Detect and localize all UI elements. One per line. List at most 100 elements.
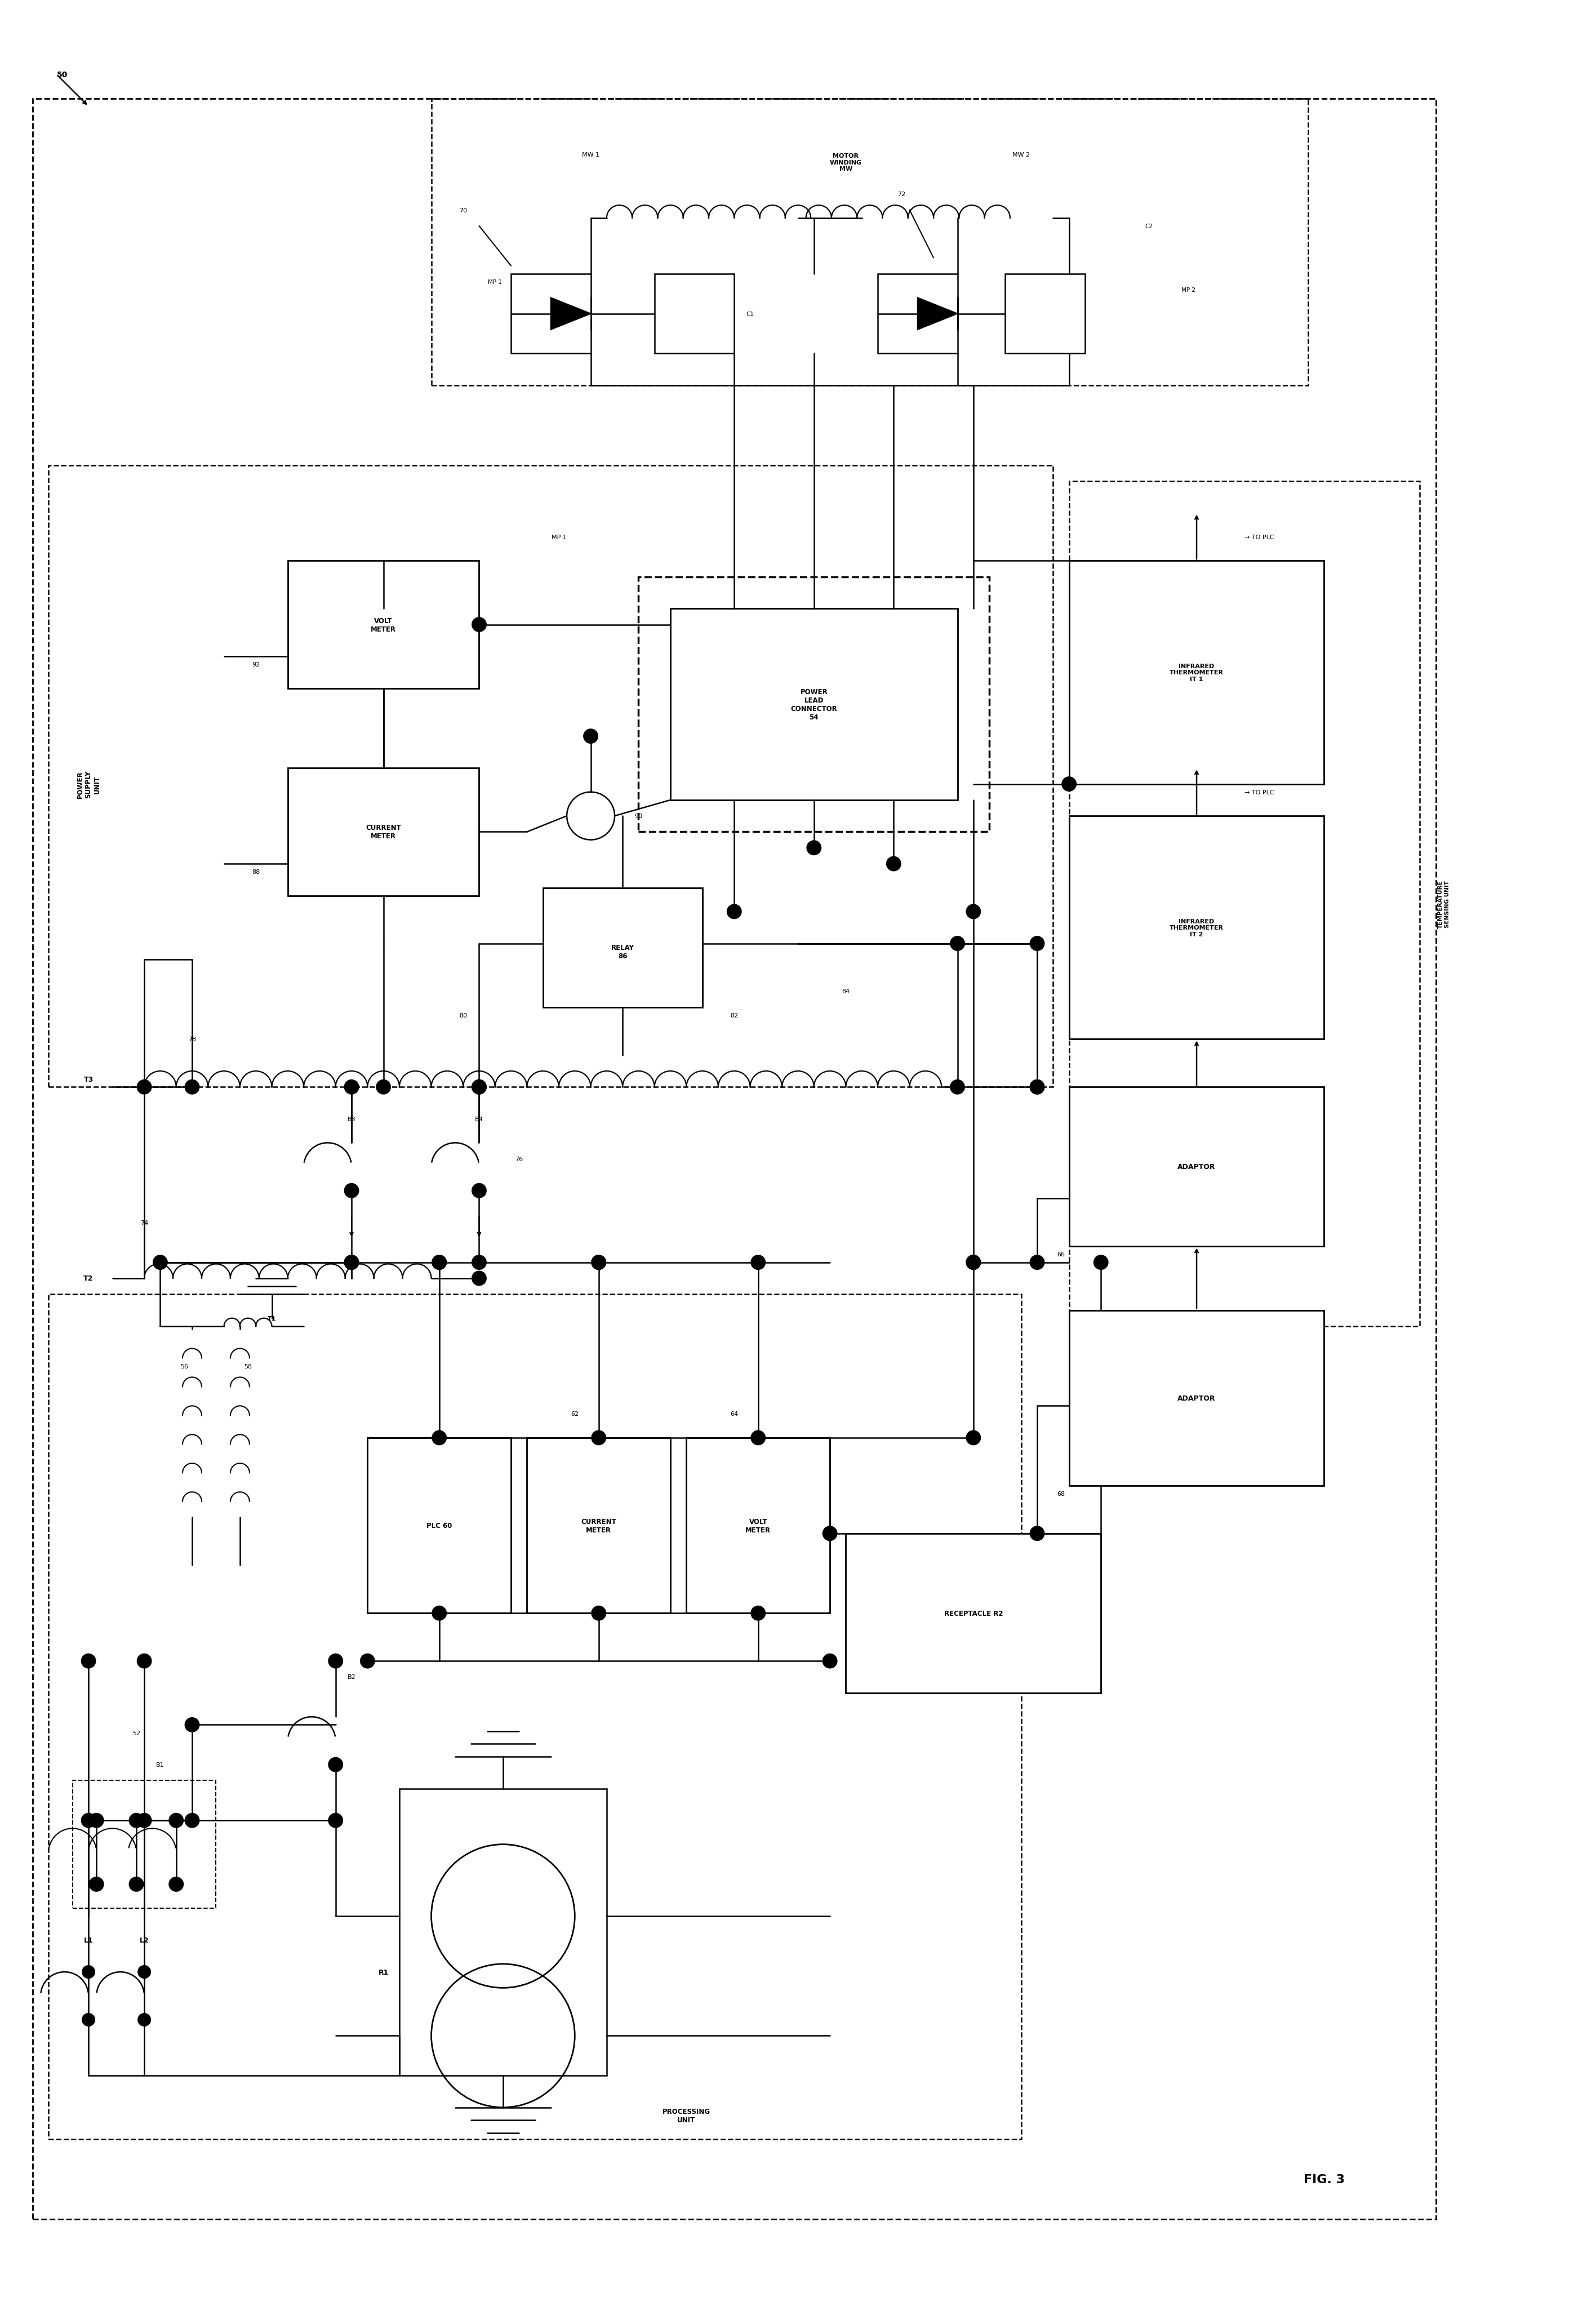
Circle shape xyxy=(886,856,900,870)
Bar xyxy=(1069,1087,1325,1248)
Text: RELAY
86: RELAY 86 xyxy=(611,944,634,960)
Bar xyxy=(32,99,1436,2219)
Text: 74: 74 xyxy=(140,1220,148,1225)
Text: 76: 76 xyxy=(516,1156,523,1163)
Circle shape xyxy=(345,1080,359,1093)
Circle shape xyxy=(1029,1080,1044,1093)
Bar xyxy=(367,1439,511,1614)
Circle shape xyxy=(966,1255,980,1271)
Circle shape xyxy=(185,1717,200,1731)
Bar xyxy=(846,1533,1101,1692)
Text: 78: 78 xyxy=(188,1036,196,1043)
Circle shape xyxy=(752,1255,766,1271)
Text: C1: C1 xyxy=(747,311,755,318)
Circle shape xyxy=(822,1653,836,1669)
Circle shape xyxy=(81,1814,96,1828)
Circle shape xyxy=(1093,1255,1108,1271)
Circle shape xyxy=(345,1183,359,1197)
Text: 52: 52 xyxy=(132,1731,140,1736)
Text: POWER
SUPPLY
UNIT: POWER SUPPLY UNIT xyxy=(77,771,101,799)
Circle shape xyxy=(950,1080,964,1093)
Circle shape xyxy=(377,1080,391,1093)
Circle shape xyxy=(472,1255,487,1271)
Text: T3: T3 xyxy=(83,1075,93,1082)
Circle shape xyxy=(806,840,820,856)
Circle shape xyxy=(752,1607,766,1621)
Circle shape xyxy=(137,1653,152,1669)
Text: PROCESSING
UNIT: PROCESSING UNIT xyxy=(662,2109,710,2122)
Text: TEMPERATURE
SENSING UNIT: TEMPERATURE SENSING UNIT xyxy=(1438,879,1449,928)
Circle shape xyxy=(1029,1526,1044,1540)
Text: 84: 84 xyxy=(841,990,849,994)
Text: MP 1: MP 1 xyxy=(488,279,503,285)
Circle shape xyxy=(433,1432,447,1446)
Text: CURRENT
METER: CURRENT METER xyxy=(365,824,401,840)
Circle shape xyxy=(129,1876,144,1892)
Polygon shape xyxy=(551,299,591,329)
Text: → TO PLC: → TO PLC xyxy=(1245,534,1274,541)
Circle shape xyxy=(89,1876,104,1892)
Circle shape xyxy=(472,1080,487,1093)
Circle shape xyxy=(345,1255,359,1271)
Circle shape xyxy=(950,937,964,951)
Bar xyxy=(399,1789,606,2076)
Circle shape xyxy=(81,2014,94,2026)
Text: R1: R1 xyxy=(378,1968,388,1975)
Text: 64: 64 xyxy=(731,1411,739,1416)
Circle shape xyxy=(169,1876,184,1892)
Text: 50: 50 xyxy=(56,71,67,78)
Circle shape xyxy=(137,1966,150,1977)
Text: T2: T2 xyxy=(83,1275,94,1282)
Circle shape xyxy=(345,1255,359,1271)
Circle shape xyxy=(81,1966,94,1977)
Bar xyxy=(431,99,1309,387)
Text: B2: B2 xyxy=(348,1674,356,1680)
Circle shape xyxy=(329,1653,343,1669)
Circle shape xyxy=(966,1255,980,1271)
Circle shape xyxy=(329,1756,343,1773)
Text: 88: 88 xyxy=(252,870,260,875)
Text: 72: 72 xyxy=(897,191,905,198)
Bar xyxy=(686,1439,830,1614)
Text: MP 2: MP 2 xyxy=(1181,288,1195,292)
Text: 90: 90 xyxy=(635,813,643,820)
Circle shape xyxy=(966,905,980,918)
Text: B3: B3 xyxy=(348,1116,356,1121)
Circle shape xyxy=(966,1432,980,1446)
Circle shape xyxy=(472,1183,487,1197)
Bar xyxy=(527,1439,670,1614)
Text: L1: L1 xyxy=(83,1936,93,1943)
Text: 58: 58 xyxy=(244,1363,252,1370)
Circle shape xyxy=(822,1526,836,1540)
Text: ADAPTOR: ADAPTOR xyxy=(1178,1163,1216,1172)
Bar xyxy=(48,465,1053,1087)
Text: VOLT
METER: VOLT METER xyxy=(745,1517,771,1533)
Circle shape xyxy=(169,1814,184,1828)
Circle shape xyxy=(592,1432,606,1446)
Circle shape xyxy=(1029,937,1044,951)
Bar xyxy=(287,562,479,688)
Bar xyxy=(1069,1310,1325,1485)
Text: T1: T1 xyxy=(268,1314,276,1321)
Bar xyxy=(1069,481,1420,1326)
Text: FIG. 3: FIG. 3 xyxy=(1304,2173,1345,2185)
Text: 92: 92 xyxy=(252,663,260,668)
Circle shape xyxy=(584,730,598,744)
Circle shape xyxy=(433,1607,447,1621)
Circle shape xyxy=(1061,778,1076,792)
Text: 62: 62 xyxy=(571,1411,579,1416)
Text: MW 2: MW 2 xyxy=(1012,152,1029,157)
Text: 56: 56 xyxy=(180,1363,188,1370)
Text: 82: 82 xyxy=(731,1013,739,1017)
Circle shape xyxy=(329,1814,343,1828)
Text: 80: 80 xyxy=(460,1013,468,1017)
Circle shape xyxy=(472,1080,487,1093)
Circle shape xyxy=(592,1607,606,1621)
Circle shape xyxy=(1029,1080,1044,1093)
Bar xyxy=(1069,562,1325,785)
Bar xyxy=(638,578,990,833)
Bar xyxy=(654,274,734,355)
Text: PLC 60: PLC 60 xyxy=(426,1522,452,1529)
Text: C2: C2 xyxy=(1144,223,1152,230)
Circle shape xyxy=(185,1814,200,1828)
